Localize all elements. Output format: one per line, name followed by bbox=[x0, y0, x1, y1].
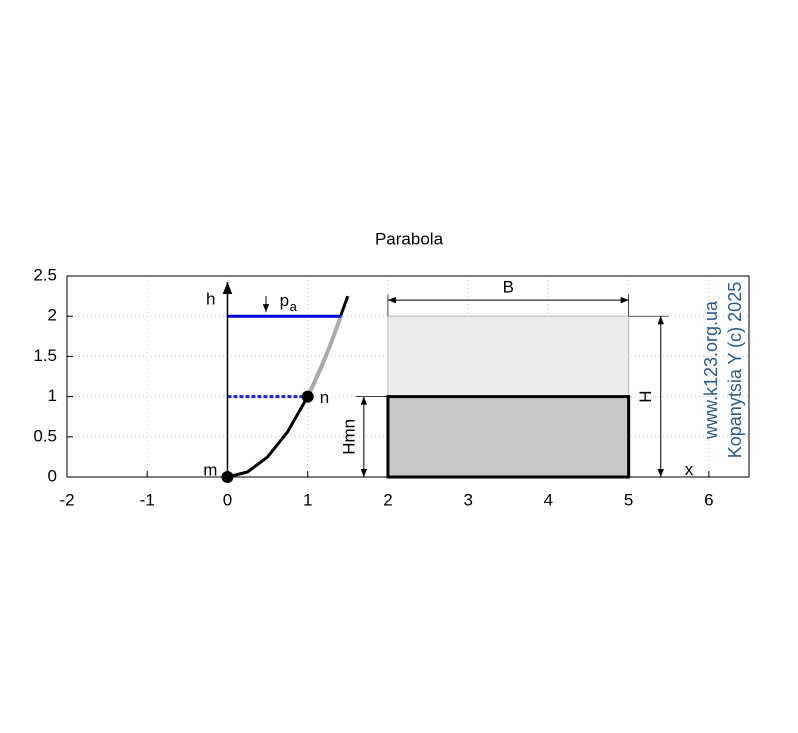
dimension-label: Hmn bbox=[339, 419, 358, 455]
x-tick-label: 4 bbox=[544, 490, 553, 509]
x-tick-label: 6 bbox=[704, 490, 713, 509]
point-label: m bbox=[203, 460, 217, 479]
dimension-label: H bbox=[636, 390, 655, 402]
x-tick-label: -1 bbox=[140, 490, 155, 509]
watermark: Kopanytsia Y (c) 2025 bbox=[725, 282, 745, 458]
x-tick-label: -2 bbox=[59, 490, 74, 509]
chart-title: Parabola bbox=[375, 229, 444, 248]
axis-label: h bbox=[206, 290, 215, 309]
y-tick-label: 1.5 bbox=[33, 346, 57, 365]
point bbox=[301, 390, 314, 403]
y-tick-label: 0.5 bbox=[33, 426, 57, 445]
x-tick-label: 0 bbox=[223, 490, 232, 509]
pressure-subscript: a bbox=[290, 299, 298, 314]
y-tick-label: 2 bbox=[48, 306, 57, 325]
x-tick-label: 5 bbox=[624, 490, 633, 509]
y-tick-label: 1 bbox=[48, 386, 57, 405]
curve-line bbox=[227, 295, 350, 479]
y-tick-label: 2.5 bbox=[33, 265, 57, 284]
pressure-label: p bbox=[280, 291, 289, 310]
x-tick-label: 3 bbox=[463, 490, 472, 509]
point-label: n bbox=[320, 388, 329, 407]
section-rect bbox=[386, 395, 631, 479]
watermark: www.k123.org.ua bbox=[701, 300, 721, 440]
axis-label: x bbox=[685, 460, 694, 479]
curve-line bbox=[305, 315, 343, 398]
dimension-label: B bbox=[503, 278, 514, 297]
x-tick-label: 2 bbox=[383, 490, 392, 509]
y-tick-label: 0 bbox=[48, 466, 57, 485]
x-tick-label: 1 bbox=[303, 490, 312, 509]
point bbox=[221, 471, 234, 483]
